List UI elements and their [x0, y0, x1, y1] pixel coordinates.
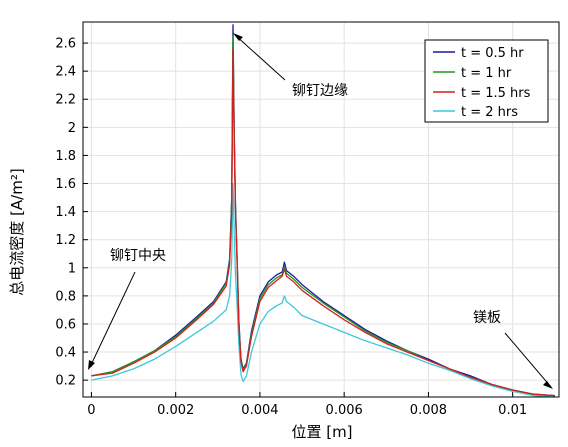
plot-frame [82, 21, 560, 398]
x-axis-ticks: 0 0.002 0.004 0.006 0.008 0.01 [87, 392, 527, 418]
x-tick-label: 0.008 [410, 403, 447, 418]
annotation-mg-plate: 镁板 [473, 310, 501, 326]
y-tick-label: 2.4 [55, 65, 76, 80]
y-tick-label: 0.6 [55, 317, 76, 332]
y-tick-label: 1.8 [55, 149, 76, 164]
legend-label: t = 1 hr [461, 66, 512, 81]
annotation-arrow-rivet-center [89, 271, 136, 368]
y-tick-label: 2.6 [55, 37, 76, 52]
annotations: 铆钉边缘 铆钉中央 镁板 [88, 33, 553, 389]
y-tick-label: 0.8 [55, 289, 76, 304]
legend-item: t = 1 hr [433, 66, 512, 81]
legend-item: t = 1.5 hrs [433, 86, 531, 101]
annotation-arrow-mg-plate [504, 332, 552, 388]
legend-label: t = 0.5 hr [461, 46, 524, 61]
x-tick-label: 0.01 [498, 403, 527, 418]
y-tick-label: 0.2 [55, 374, 76, 389]
annotation-arrowhead-mg-plate [543, 381, 553, 389]
y-tick-label: 2.2 [55, 93, 76, 108]
y-axis-ticks: 0.2 0.4 0.6 0.8 1 1.2 1.4 1.6 1.8 2 2.2 2.4 2.6 [55, 37, 88, 389]
annotation-arrowhead-rivet-edge [233, 33, 243, 41]
x-tick-label: 0.006 [326, 403, 363, 418]
series-line [91, 49, 555, 397]
annotation-arrow-rivet-edge [234, 34, 286, 81]
y-tick-label: 1.6 [55, 177, 76, 192]
y-tick-label: 1 [68, 261, 76, 276]
legend-item: t = 2 hrs [433, 105, 518, 120]
annotation-rivet-center: 铆钉中央 [110, 248, 166, 264]
x-tick-label: 0.004 [241, 403, 278, 418]
x-tick-label: 0.002 [157, 403, 194, 418]
legend: t = 0.5 hr t = 1 hr t = 1.5 hrs t = 2 hr… [424, 39, 549, 123]
legend-label: t = 2 hrs [461, 105, 518, 120]
series-layer [91, 24, 555, 398]
y-tick-label: 1.4 [55, 205, 76, 220]
legend-label: t = 1.5 hrs [461, 86, 531, 101]
x-tick-label: 0 [87, 403, 95, 418]
annotation-arrowhead-rivet-center [88, 360, 95, 370]
x-axis-label: 位置 [m] [291, 423, 352, 441]
y-tick-label: 0.4 [55, 346, 76, 361]
legend-box [424, 39, 549, 123]
y-tick-label: 2 [68, 121, 76, 136]
legend-item: t = 0.5 hr [433, 46, 524, 61]
series-line [91, 182, 555, 398]
series-line [91, 24, 555, 397]
annotation-rivet-edge: 铆钉边缘 [292, 83, 348, 99]
y-axis-label: 总电流密度 [A/m²] [8, 168, 26, 295]
y-tick-label: 1.2 [55, 233, 76, 248]
